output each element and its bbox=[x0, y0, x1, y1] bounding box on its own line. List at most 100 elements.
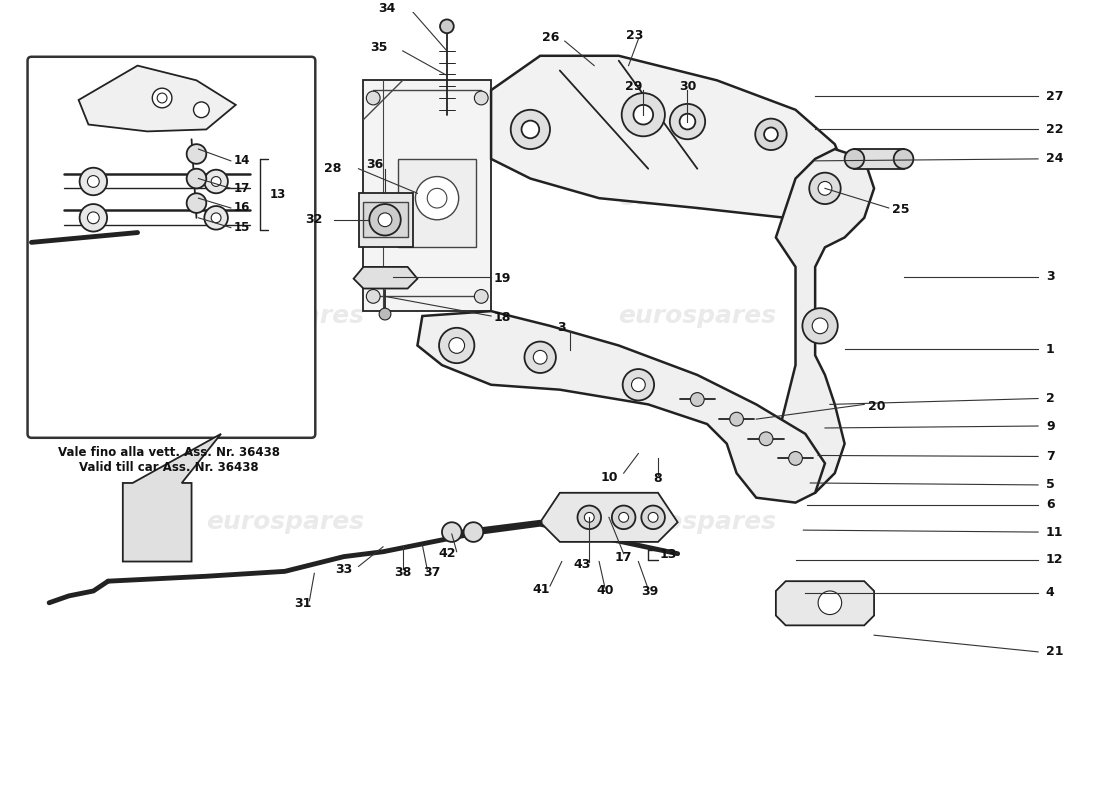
Text: eurospares: eurospares bbox=[618, 304, 777, 328]
Circle shape bbox=[449, 338, 464, 354]
Text: 3: 3 bbox=[1046, 270, 1055, 283]
Circle shape bbox=[379, 308, 390, 320]
Text: 15: 15 bbox=[234, 221, 250, 234]
Circle shape bbox=[474, 290, 488, 303]
Text: 34: 34 bbox=[378, 2, 396, 15]
Text: 42: 42 bbox=[438, 547, 455, 560]
Text: 2: 2 bbox=[1046, 392, 1055, 405]
Circle shape bbox=[440, 19, 454, 33]
Text: 27: 27 bbox=[1046, 90, 1064, 102]
Text: 37: 37 bbox=[424, 566, 441, 579]
Text: 7: 7 bbox=[1046, 450, 1055, 463]
Text: 29: 29 bbox=[625, 80, 642, 93]
Text: 31: 31 bbox=[294, 598, 311, 610]
Circle shape bbox=[79, 168, 107, 195]
Circle shape bbox=[680, 114, 695, 130]
Circle shape bbox=[729, 412, 744, 426]
Circle shape bbox=[205, 206, 228, 230]
Circle shape bbox=[366, 91, 381, 105]
Text: 4: 4 bbox=[1046, 586, 1055, 599]
Circle shape bbox=[187, 144, 207, 164]
Text: 28: 28 bbox=[324, 162, 342, 175]
Text: 20: 20 bbox=[868, 400, 886, 413]
Circle shape bbox=[634, 105, 653, 125]
Polygon shape bbox=[417, 311, 825, 502]
Text: 9: 9 bbox=[1046, 419, 1055, 433]
Text: 39: 39 bbox=[641, 586, 659, 598]
Polygon shape bbox=[855, 149, 903, 169]
Circle shape bbox=[756, 118, 786, 150]
Circle shape bbox=[670, 104, 705, 139]
Circle shape bbox=[366, 290, 381, 303]
Text: 38: 38 bbox=[394, 566, 411, 579]
Polygon shape bbox=[776, 149, 875, 493]
Text: 24: 24 bbox=[1046, 152, 1064, 166]
Text: 11: 11 bbox=[1046, 526, 1064, 538]
Text: 12: 12 bbox=[1046, 553, 1064, 566]
Circle shape bbox=[205, 170, 228, 194]
Circle shape bbox=[88, 175, 99, 187]
Bar bbox=[398, 159, 476, 247]
Text: 36: 36 bbox=[366, 158, 384, 171]
Circle shape bbox=[442, 522, 462, 542]
Text: 16: 16 bbox=[234, 202, 250, 214]
Text: Valid till car Ass. Nr. 36438: Valid till car Ass. Nr. 36438 bbox=[79, 462, 258, 474]
Circle shape bbox=[845, 149, 865, 169]
Circle shape bbox=[789, 451, 802, 466]
Circle shape bbox=[691, 393, 704, 406]
Circle shape bbox=[802, 308, 838, 343]
Text: 22: 22 bbox=[1046, 123, 1064, 136]
Polygon shape bbox=[363, 80, 491, 311]
Circle shape bbox=[764, 127, 778, 142]
Circle shape bbox=[370, 204, 400, 235]
Circle shape bbox=[194, 102, 209, 118]
Polygon shape bbox=[123, 434, 221, 562]
Text: 1: 1 bbox=[1046, 343, 1055, 356]
Text: 32: 32 bbox=[305, 214, 322, 226]
Circle shape bbox=[759, 432, 773, 446]
Circle shape bbox=[810, 173, 840, 204]
Text: eurospares: eurospares bbox=[206, 510, 364, 534]
Circle shape bbox=[621, 93, 664, 136]
Polygon shape bbox=[363, 202, 408, 238]
Text: 41: 41 bbox=[532, 582, 550, 595]
Text: 23: 23 bbox=[626, 29, 644, 42]
Polygon shape bbox=[359, 194, 412, 247]
Polygon shape bbox=[776, 581, 875, 626]
Text: 35: 35 bbox=[371, 42, 388, 54]
Circle shape bbox=[618, 513, 628, 522]
Polygon shape bbox=[491, 56, 845, 218]
Text: 10: 10 bbox=[601, 470, 618, 483]
Circle shape bbox=[211, 213, 221, 222]
Text: eurospares: eurospares bbox=[206, 304, 364, 328]
Circle shape bbox=[439, 328, 474, 363]
Circle shape bbox=[584, 513, 594, 522]
Circle shape bbox=[510, 110, 550, 149]
Circle shape bbox=[893, 149, 913, 169]
Polygon shape bbox=[353, 267, 417, 289]
Circle shape bbox=[578, 506, 601, 529]
Text: 13: 13 bbox=[271, 188, 286, 201]
Circle shape bbox=[416, 177, 459, 220]
Polygon shape bbox=[540, 493, 678, 542]
Text: eurospares: eurospares bbox=[618, 186, 777, 210]
Circle shape bbox=[463, 522, 483, 542]
Text: 30: 30 bbox=[679, 80, 696, 93]
Circle shape bbox=[525, 342, 556, 373]
Text: 26: 26 bbox=[542, 30, 560, 44]
Text: 40: 40 bbox=[596, 585, 614, 598]
Text: 18: 18 bbox=[494, 311, 512, 325]
Circle shape bbox=[812, 318, 828, 334]
Text: 25: 25 bbox=[892, 203, 910, 217]
FancyBboxPatch shape bbox=[28, 57, 316, 438]
Circle shape bbox=[187, 194, 207, 213]
Circle shape bbox=[79, 204, 107, 231]
Text: eurospares: eurospares bbox=[618, 510, 777, 534]
Text: 8: 8 bbox=[653, 471, 662, 485]
Text: 13: 13 bbox=[660, 548, 678, 561]
Circle shape bbox=[152, 88, 172, 108]
Circle shape bbox=[474, 91, 488, 105]
Text: 21: 21 bbox=[1046, 646, 1064, 658]
Text: 19: 19 bbox=[494, 272, 512, 286]
Text: 17: 17 bbox=[234, 182, 250, 195]
